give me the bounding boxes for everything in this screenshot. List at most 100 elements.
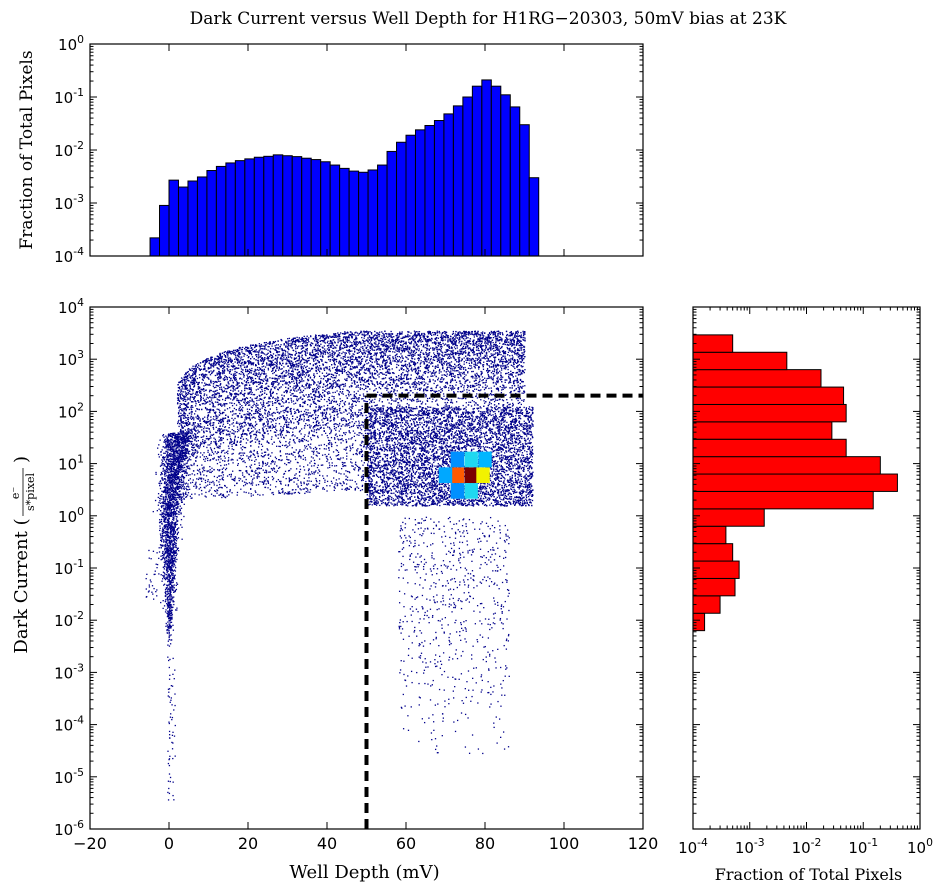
scatter-point [239, 356, 241, 358]
scatter-point [214, 359, 216, 361]
scatter-point [424, 337, 427, 340]
scatter-point [252, 382, 254, 384]
scatter-point [300, 345, 302, 347]
scatter-point [375, 355, 377, 357]
scatter-point [429, 379, 431, 382]
scatter-point [348, 402, 350, 404]
scatter-point [414, 331, 416, 334]
scatter-point [382, 373, 384, 375]
scatter-point [318, 369, 320, 371]
scatter-point [446, 375, 448, 377]
scatter-point [393, 391, 395, 393]
top-histogram-bar [405, 134, 416, 257]
scatter-point [270, 354, 273, 357]
scatter-point [417, 371, 419, 373]
scatter-point [213, 364, 215, 366]
scatter-point [351, 332, 353, 334]
scatter-point [386, 361, 388, 363]
scatter-point [326, 361, 328, 364]
scatter-point [262, 370, 264, 372]
scatter-point [414, 338, 416, 340]
scatter-point [480, 362, 482, 365]
scatter-point [402, 382, 404, 384]
top-histogram-bar [282, 155, 293, 257]
scatter-point [243, 425, 246, 427]
scatter-point [263, 378, 265, 380]
top-histogram-bar [396, 141, 407, 257]
scatter-point [292, 368, 294, 370]
scatter-point [214, 401, 217, 403]
scatter-point [438, 392, 440, 395]
scatter-point [317, 410, 319, 412]
top-histogram-bar [452, 105, 464, 257]
scatter-point [436, 351, 439, 353]
scatter-point [388, 338, 391, 340]
scatter-point [277, 384, 279, 386]
scatter-point [307, 375, 310, 377]
scatter-point [432, 347, 434, 350]
scatter-point [191, 388, 193, 391]
scatter-point [198, 431, 201, 433]
scatter-point [317, 349, 319, 351]
scatter-point [244, 388, 246, 390]
scatter-point [381, 340, 384, 342]
scatter-point [317, 420, 319, 422]
scatter-point [271, 392, 274, 395]
scatter-point [406, 377, 408, 379]
scatter-point [396, 355, 399, 358]
scatter-point [429, 358, 432, 361]
scatter-point [279, 376, 282, 378]
scatter-point [378, 347, 381, 349]
scatter-point [291, 344, 293, 346]
scatter-point [475, 357, 477, 360]
scatter-point [208, 391, 211, 393]
scatter-point [309, 363, 311, 365]
scatter-point [340, 400, 342, 403]
scatter-point [267, 388, 269, 391]
scatter-point [510, 357, 512, 360]
scatter-point [369, 402, 371, 404]
scatter-point [314, 418, 317, 421]
scatter-point [488, 375, 490, 377]
scatter-point [332, 339, 335, 341]
scatter-point [286, 426, 288, 429]
scatter-point [192, 365, 194, 367]
scatter-point [457, 332, 459, 335]
scatter-point [504, 343, 506, 346]
scatter-point [214, 451, 216, 453]
scatter-point [413, 330, 416, 332]
scatter-point [254, 377, 257, 380]
scatter-point [307, 360, 309, 362]
scatter-point [475, 349, 478, 351]
scatter-point [244, 404, 247, 406]
scatter-point [262, 403, 265, 405]
scatter-point [491, 339, 494, 341]
scatter-point [510, 391, 512, 393]
scatter-point [448, 357, 451, 360]
scatter-point [266, 421, 268, 423]
scatter-point [338, 360, 341, 362]
scatter-point [285, 355, 287, 357]
scatter-point [506, 333, 509, 336]
scatter-point [396, 360, 399, 362]
scatter-point [517, 399, 519, 402]
scatter-point [490, 342, 492, 344]
scatter-point [414, 386, 416, 388]
scatter-point [499, 333, 501, 335]
scatter-point [263, 365, 265, 367]
scatter-point [406, 364, 409, 366]
scatter-point [366, 334, 368, 336]
scatter-point [233, 413, 235, 415]
scatter-point [187, 406, 190, 408]
scatter-point [234, 352, 237, 354]
scatter-point [274, 377, 276, 379]
scatter-point [476, 374, 479, 376]
scatter-point [217, 416, 219, 418]
scatter-point [190, 413, 193, 415]
scatter-point [478, 356, 480, 358]
scatter-point [378, 400, 381, 402]
scatter-point [282, 405, 284, 407]
scatter-point [228, 419, 231, 421]
scatter-point [422, 361, 424, 363]
scatter-point [494, 333, 496, 335]
